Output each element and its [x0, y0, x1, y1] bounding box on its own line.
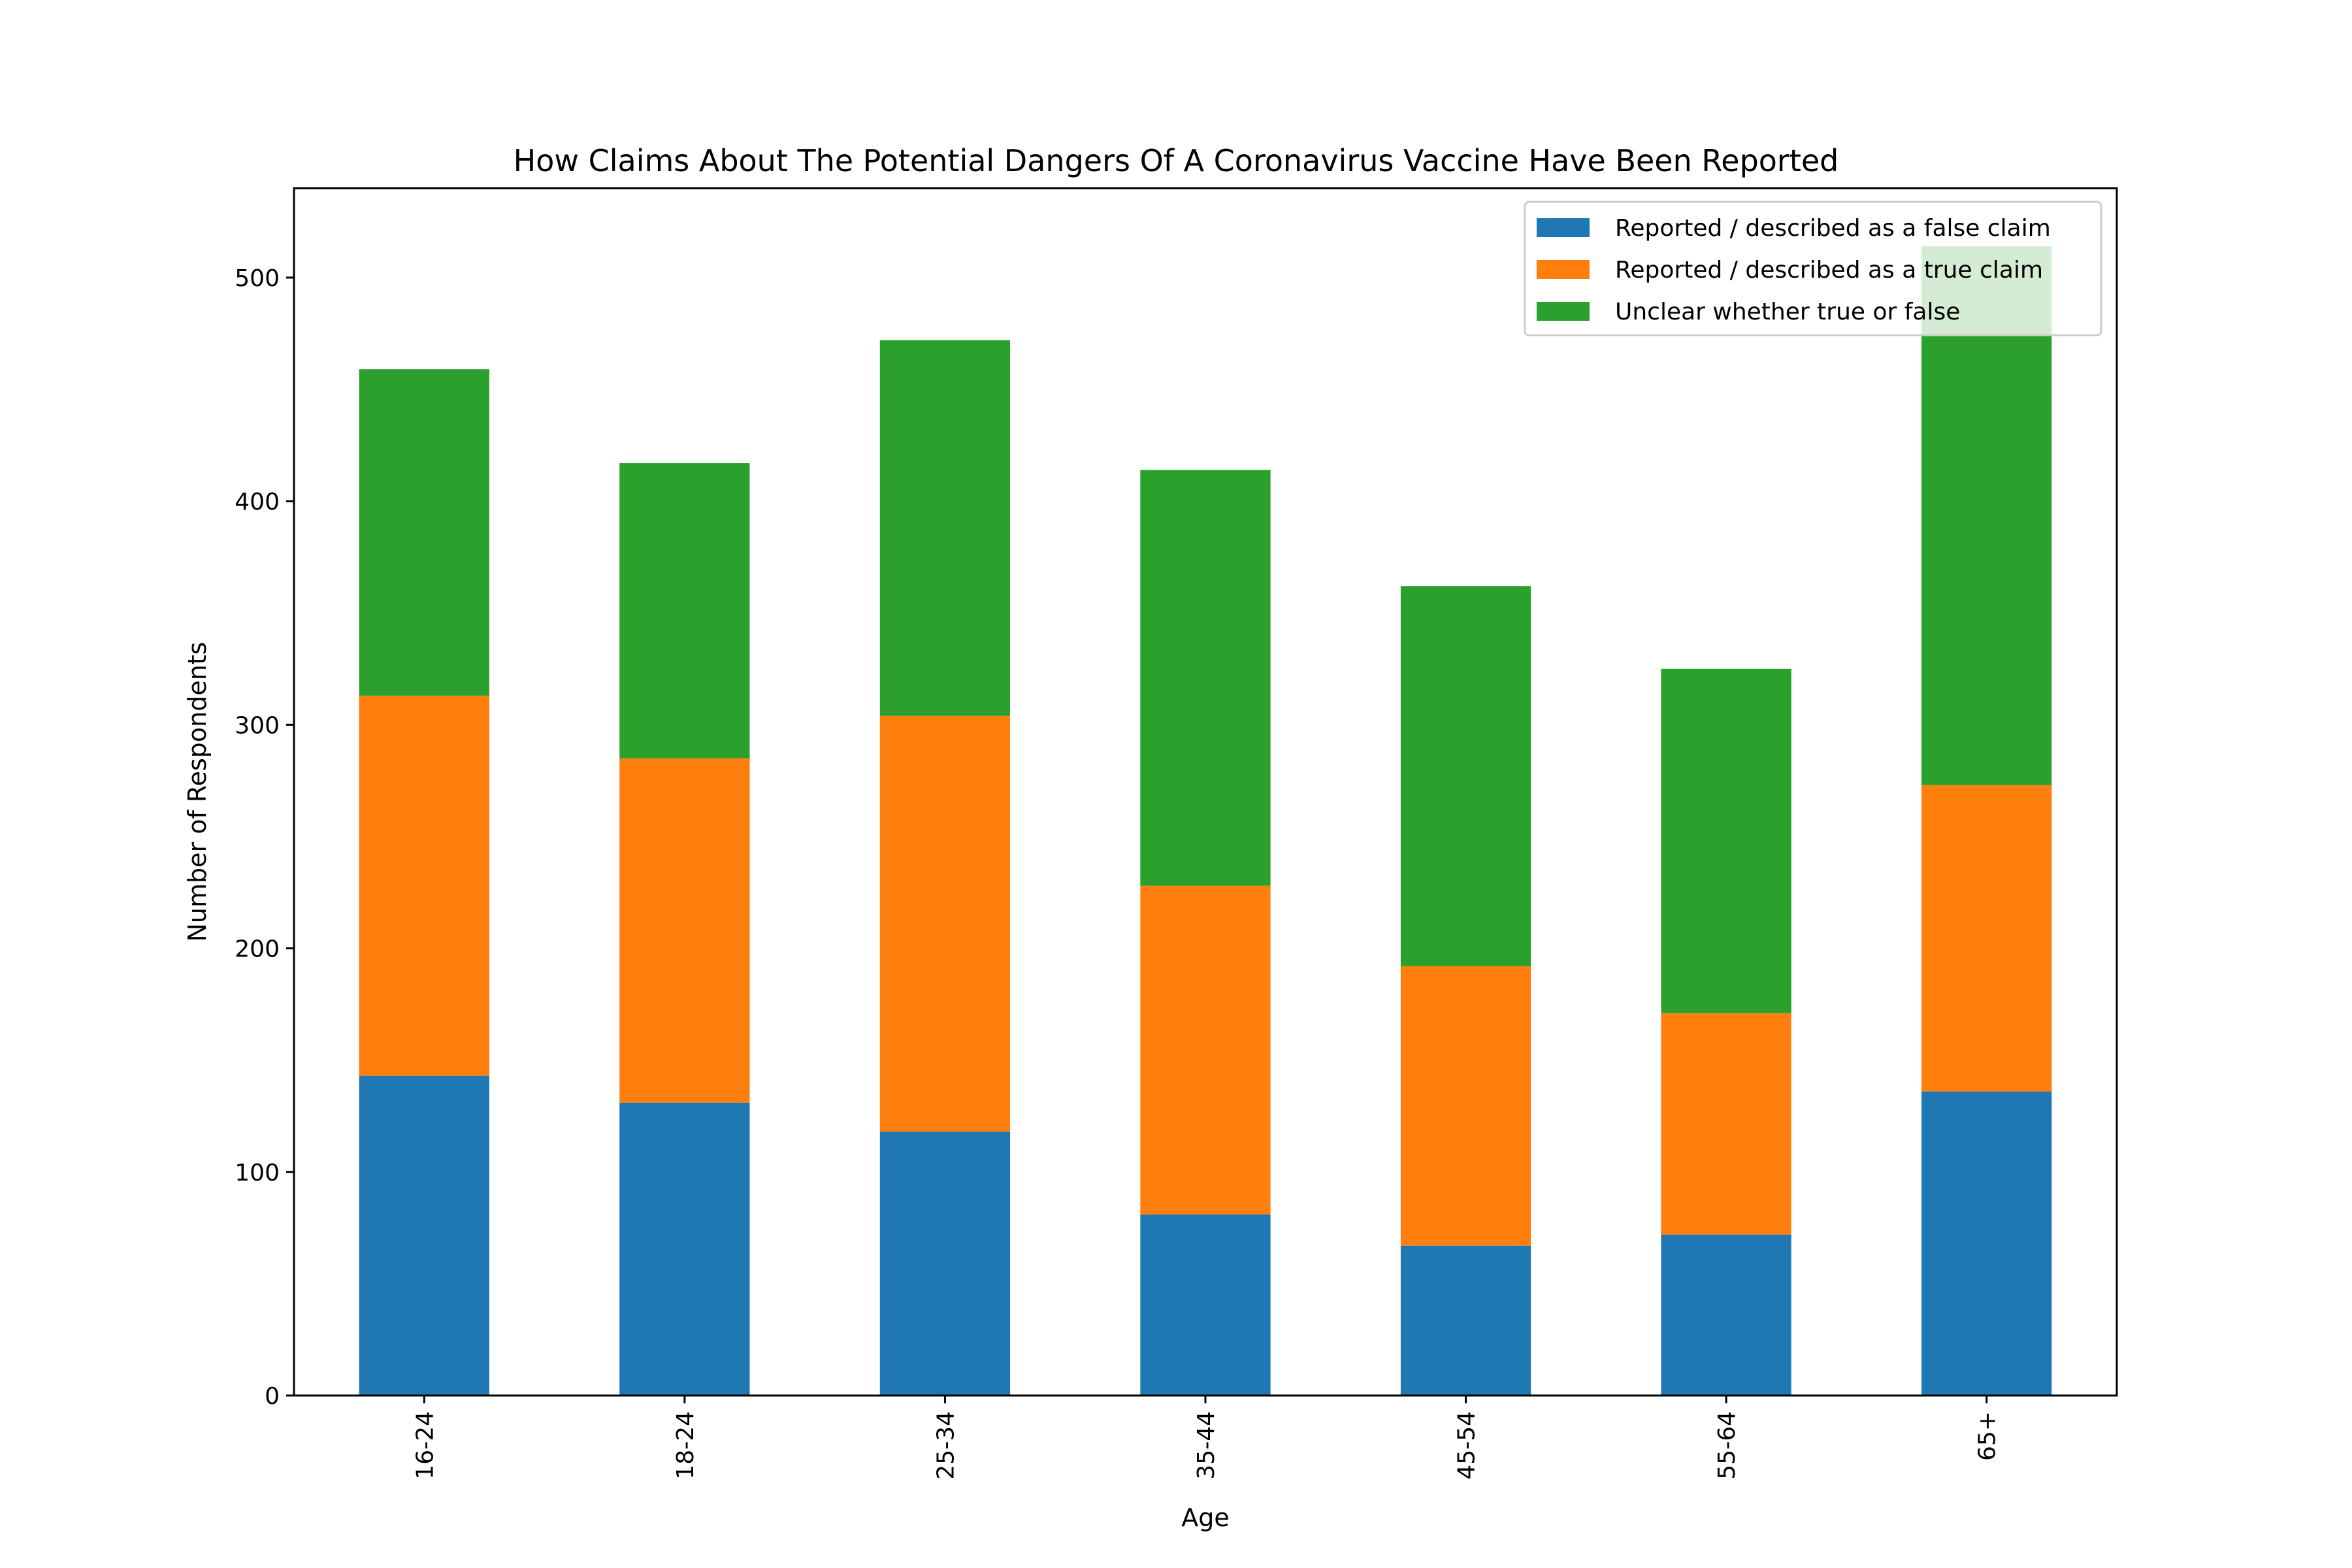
bar-35-44-series-1 — [1140, 885, 1271, 1215]
legend-label-2: Unclear whether true or false — [1615, 299, 1960, 325]
bar-65+-series-1 — [1921, 785, 2052, 1092]
y-tick-label: 200 — [235, 936, 280, 963]
legend-swatch-0 — [1537, 218, 1590, 237]
x-tick-label: 65+ — [1974, 1411, 2001, 1461]
bar-35-44-series-2 — [1140, 470, 1271, 886]
x-axis-label: Age — [1181, 1503, 1230, 1532]
bar-55-64-series-2 — [1661, 668, 1791, 1013]
bar-16-24-series-2 — [359, 369, 489, 696]
x-tick-label: 35-44 — [1193, 1411, 1220, 1480]
bar-45-54-series-2 — [1400, 586, 1531, 966]
bar-25-34-series-1 — [879, 715, 1011, 1132]
y-tick-label: 300 — [235, 712, 280, 739]
bar-18-24-series-0 — [619, 1102, 750, 1396]
bar-25-34-series-0 — [879, 1132, 1011, 1396]
x-tick-label: 16-24 — [412, 1411, 438, 1480]
bar-35-44-series-0 — [1140, 1214, 1271, 1396]
chart-title: How Claims About The Potential Dangers O… — [514, 143, 1839, 178]
y-tick-label: 500 — [235, 265, 280, 292]
bar-16-24-series-1 — [359, 695, 489, 1076]
bar-16-24-series-0 — [359, 1075, 489, 1396]
bars-group — [359, 246, 2052, 1396]
bar-45-54-series-1 — [1400, 966, 1531, 1246]
legend-label-0: Reported / described as a false claim — [1615, 215, 2051, 242]
legend-swatch-2 — [1537, 302, 1590, 321]
x-tick-label: 55-64 — [1714, 1411, 1740, 1480]
legend-label-1: Reported / described as a true claim — [1615, 257, 2043, 284]
y-tick-label: 400 — [235, 489, 280, 515]
bar-55-64-series-0 — [1661, 1234, 1791, 1396]
bar-18-24-series-1 — [619, 758, 750, 1103]
legend: Reported / described as a false claim Rep… — [1524, 201, 2102, 336]
y-tick-label: 0 — [265, 1383, 280, 1410]
x-tick-label: 18-24 — [672, 1411, 699, 1480]
bar-25-34-series-2 — [879, 340, 1011, 716]
bar-45-54-series-0 — [1400, 1245, 1531, 1396]
bar-18-24-series-2 — [619, 463, 750, 759]
x-tick-label: 25-34 — [932, 1411, 959, 1480]
y-axis: 0 100 200 300 400 500 — [235, 265, 294, 1410]
y-axis-label: Number of Respondents — [183, 642, 212, 941]
legend-swatch-1 — [1537, 260, 1590, 279]
bar-55-64-series-1 — [1661, 1013, 1791, 1235]
x-axis: 16-24 18-24 25-34 35-44 45-54 55-64 65+ — [412, 1396, 2001, 1480]
y-tick-label: 100 — [235, 1160, 280, 1186]
x-tick-label: 45-54 — [1454, 1411, 1480, 1480]
legend-box — [1524, 201, 2102, 336]
bar-65+-series-0 — [1921, 1091, 2052, 1396]
